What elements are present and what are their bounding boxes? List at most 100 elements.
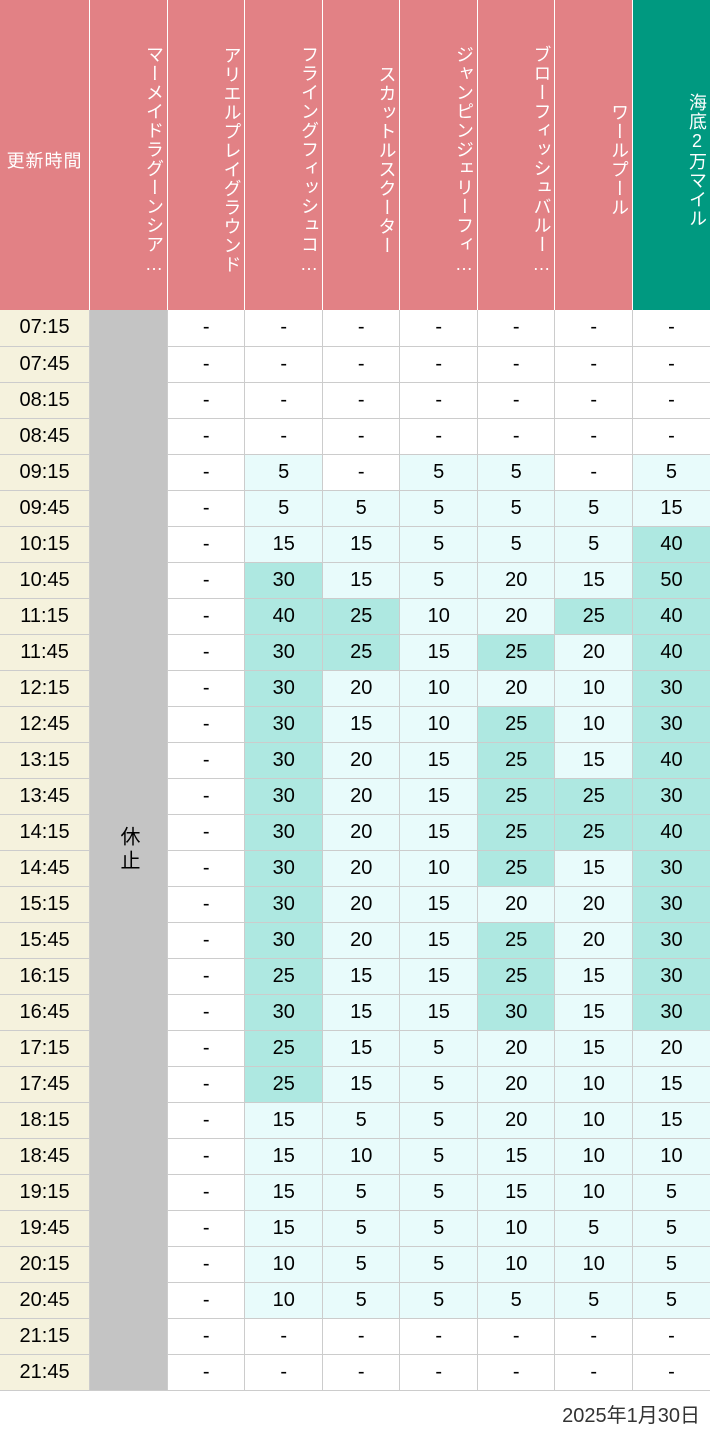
wait-cell: 5	[632, 454, 710, 490]
wait-cell: 15	[555, 562, 633, 598]
wait-cell: 40	[632, 598, 710, 634]
wait-cell: 20	[322, 814, 400, 850]
wait-cell: 15	[322, 562, 400, 598]
wait-cell: 15	[400, 742, 478, 778]
time-cell: 08:45	[0, 418, 90, 454]
header-row: 更新時間マーメイドラグーンシア…アリエルプレイグラウンドフライングフィッシュコ……	[0, 0, 710, 310]
wait-cell: 15	[400, 634, 478, 670]
wait-cell: 50	[632, 562, 710, 598]
wait-cell: 30	[245, 814, 323, 850]
wait-cell: 30	[632, 886, 710, 922]
wait-cell: -	[167, 1030, 245, 1066]
wait-cell: 25	[555, 778, 633, 814]
wait-cell: -	[322, 1318, 400, 1354]
time-cell: 10:15	[0, 526, 90, 562]
wait-cell: 40	[632, 814, 710, 850]
wait-cell: 15	[245, 526, 323, 562]
wait-time-table: 更新時間マーメイドラグーンシア…アリエルプレイグラウンドフライングフィッシュコ……	[0, 0, 710, 1391]
wait-cell: 20	[322, 886, 400, 922]
wait-cell: 5	[245, 454, 323, 490]
wait-cell: -	[555, 346, 633, 382]
wait-cell: 5	[632, 1210, 710, 1246]
wait-cell: -	[167, 670, 245, 706]
wait-cell: -	[167, 526, 245, 562]
wait-cell: -	[167, 634, 245, 670]
wait-cell: 15	[632, 490, 710, 526]
time-cell: 09:45	[0, 490, 90, 526]
wait-cell: -	[555, 382, 633, 418]
wait-cell: -	[555, 1354, 633, 1390]
wait-cell: 10	[555, 670, 633, 706]
wait-cell: -	[322, 454, 400, 490]
wait-cell: 5	[400, 454, 478, 490]
wait-cell: 10	[555, 1174, 633, 1210]
time-cell: 18:15	[0, 1102, 90, 1138]
wait-cell: -	[167, 742, 245, 778]
wait-cell: 30	[632, 922, 710, 958]
wait-cell: 30	[245, 850, 323, 886]
wait-cell: 10	[555, 1102, 633, 1138]
attraction-header: スカットルスクーター	[322, 0, 400, 310]
wait-cell: -	[400, 418, 478, 454]
wait-cell: 30	[245, 922, 323, 958]
wait-cell: 5	[477, 490, 555, 526]
wait-cell: 30	[245, 670, 323, 706]
wait-cell: 25	[477, 922, 555, 958]
wait-cell: -	[167, 958, 245, 994]
wait-cell: 5	[322, 1102, 400, 1138]
wait-cell: 25	[245, 1066, 323, 1102]
wait-cell: -	[167, 1174, 245, 1210]
wait-cell: -	[477, 382, 555, 418]
wait-cell: -	[167, 778, 245, 814]
wait-cell: -	[477, 418, 555, 454]
wait-cell: -	[555, 1318, 633, 1354]
wait-cell: -	[167, 1354, 245, 1390]
wait-cell: 25	[477, 634, 555, 670]
wait-cell: 15	[322, 1030, 400, 1066]
wait-cell: 10	[555, 1246, 633, 1282]
wait-cell: 40	[632, 526, 710, 562]
wait-cell: 5	[400, 1174, 478, 1210]
wait-cell: 25	[477, 742, 555, 778]
wait-cell: 15	[322, 526, 400, 562]
wait-cell: 5	[400, 1138, 478, 1174]
wait-cell: 20	[322, 778, 400, 814]
time-cell: 13:45	[0, 778, 90, 814]
wait-cell: 40	[632, 742, 710, 778]
wait-cell: -	[167, 886, 245, 922]
wait-cell: -	[400, 1318, 478, 1354]
wait-cell: 5	[632, 1246, 710, 1282]
wait-cell: 30	[245, 562, 323, 598]
wait-cell: 15	[400, 994, 478, 1030]
wait-cell: 5	[400, 1246, 478, 1282]
wait-cell: 25	[555, 814, 633, 850]
wait-cell: 10	[555, 1138, 633, 1174]
wait-cell: 30	[245, 886, 323, 922]
wait-cell: -	[632, 418, 710, 454]
wait-cell: 5	[555, 490, 633, 526]
wait-cell: 20	[477, 1066, 555, 1102]
time-cell: 21:15	[0, 1318, 90, 1354]
wait-cell: -	[400, 310, 478, 346]
wait-cell: 25	[477, 958, 555, 994]
wait-cell: -	[167, 1066, 245, 1102]
wait-cell: 10	[632, 1138, 710, 1174]
time-cell: 17:15	[0, 1030, 90, 1066]
wait-cell: 5	[555, 1210, 633, 1246]
wait-cell: -	[167, 706, 245, 742]
wait-cell: -	[167, 922, 245, 958]
wait-cell: 15	[400, 958, 478, 994]
wait-cell: 5	[322, 1174, 400, 1210]
wait-cell: 5	[400, 562, 478, 598]
wait-cell: -	[245, 418, 323, 454]
wait-cell: 25	[555, 598, 633, 634]
wait-cell: -	[632, 382, 710, 418]
wait-cell: -	[167, 994, 245, 1030]
wait-cell: 15	[477, 1138, 555, 1174]
wait-cell: -	[245, 346, 323, 382]
time-cell: 19:45	[0, 1210, 90, 1246]
time-cell: 09:15	[0, 454, 90, 490]
time-cell: 07:45	[0, 346, 90, 382]
wait-cell: 10	[400, 850, 478, 886]
wait-cell: -	[167, 1318, 245, 1354]
